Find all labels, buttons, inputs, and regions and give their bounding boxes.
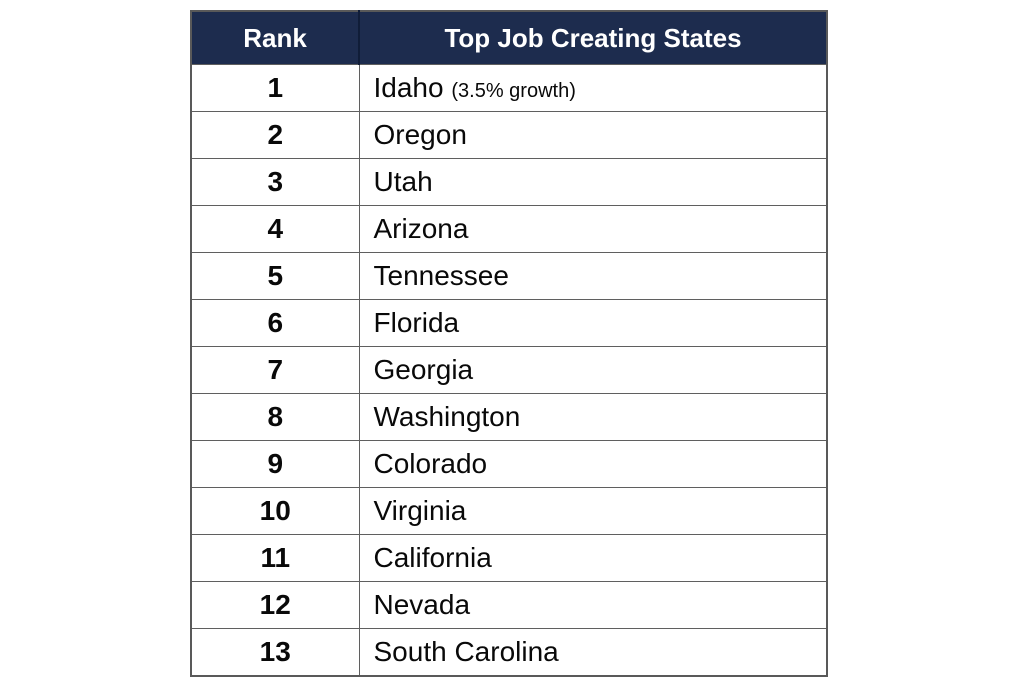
table-row: 11 California bbox=[190, 534, 828, 582]
growth-note: (3.5% growth) bbox=[451, 80, 576, 102]
table-row: 6 Florida bbox=[190, 299, 828, 347]
state-cell: Florida bbox=[358, 299, 828, 347]
table-row: 8 Washington bbox=[190, 393, 828, 441]
table-row: 12 Nevada bbox=[190, 581, 828, 629]
table-row: 1 Idaho (3.5% growth) bbox=[190, 64, 828, 112]
state-name: Oregon bbox=[373, 119, 467, 150]
state-cell: California bbox=[358, 534, 828, 582]
state-name: Florida bbox=[373, 307, 460, 338]
state-name: Idaho bbox=[373, 72, 444, 103]
state-name: Tennessee bbox=[373, 260, 509, 291]
rank-cell: 13 bbox=[190, 628, 360, 677]
table-row: 9 Colorado bbox=[190, 440, 828, 488]
table-row: 7 Georgia bbox=[190, 346, 828, 394]
header-states: Top Job Creating States bbox=[358, 10, 828, 65]
state-cell: Virginia bbox=[358, 487, 828, 535]
state-name: Colorado bbox=[373, 448, 488, 479]
table-body: 1 Idaho (3.5% growth) 2 Oregon 3 Utah 4 … bbox=[190, 64, 828, 677]
rank-cell: 10 bbox=[190, 487, 360, 535]
state-cell: Washington bbox=[358, 393, 828, 441]
state-cell: Utah bbox=[358, 158, 828, 206]
rank-cell: 3 bbox=[190, 158, 360, 206]
header-row: Rank Top Job Creating States bbox=[190, 10, 828, 65]
state-name: California bbox=[373, 542, 492, 573]
rank-cell: 1 bbox=[190, 64, 360, 112]
table-row: 3 Utah bbox=[190, 158, 828, 206]
state-name: Georgia bbox=[373, 354, 474, 385]
rank-table-container: Rank Top Job Creating States 1 Idaho (3.… bbox=[190, 10, 828, 677]
state-name: South Carolina bbox=[373, 636, 559, 667]
rank-cell: 7 bbox=[190, 346, 360, 394]
state-cell: Georgia bbox=[358, 346, 828, 394]
table-row: 4 Arizona bbox=[190, 205, 828, 253]
rank-cell: 12 bbox=[190, 581, 360, 629]
state-cell: Colorado bbox=[358, 440, 828, 488]
table-row: 5 Tennessee bbox=[190, 252, 828, 300]
table-header: Rank Top Job Creating States bbox=[190, 10, 828, 65]
rank-cell: 8 bbox=[190, 393, 360, 441]
table-row: 2 Oregon bbox=[190, 111, 828, 159]
rank-cell: 11 bbox=[190, 534, 360, 582]
state-cell: Nevada bbox=[358, 581, 828, 629]
header-rank: Rank bbox=[190, 10, 360, 65]
state-cell: Idaho (3.5% growth) bbox=[358, 64, 828, 112]
top-job-creating-states-table: Rank Top Job Creating States 1 Idaho (3.… bbox=[190, 10, 828, 677]
rank-cell: 4 bbox=[190, 205, 360, 253]
state-cell: Arizona bbox=[358, 205, 828, 253]
state-cell: Tennessee bbox=[358, 252, 828, 300]
state-name: Virginia bbox=[373, 495, 467, 526]
rank-cell: 5 bbox=[190, 252, 360, 300]
rank-cell: 2 bbox=[190, 111, 360, 159]
state-cell: South Carolina bbox=[358, 628, 828, 677]
rank-cell: 6 bbox=[190, 299, 360, 347]
table-row: 10 Virginia bbox=[190, 487, 828, 535]
table-row: 13 South Carolina bbox=[190, 628, 828, 677]
state-cell: Oregon bbox=[358, 111, 828, 159]
rank-cell: 9 bbox=[190, 440, 360, 488]
state-name: Nevada bbox=[373, 589, 471, 620]
state-name: Utah bbox=[373, 166, 433, 197]
state-name: Washington bbox=[373, 401, 521, 432]
state-name: Arizona bbox=[373, 213, 469, 244]
